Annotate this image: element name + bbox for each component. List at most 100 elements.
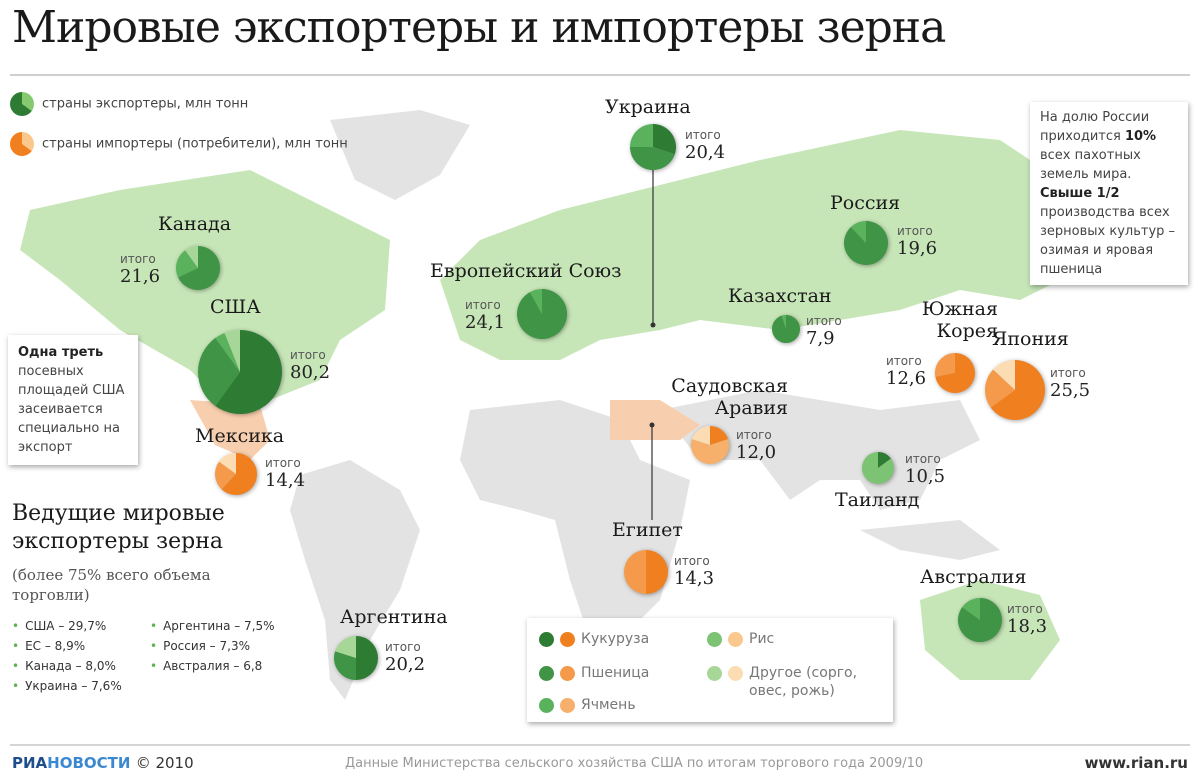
pie-slice-wheat bbox=[935, 353, 955, 377]
pie-export bbox=[334, 636, 378, 680]
pie-export bbox=[772, 315, 800, 343]
pie-slice-wheat bbox=[178, 246, 220, 290]
pie-slice-barley bbox=[630, 124, 653, 147]
pie-slice-barley bbox=[215, 332, 240, 372]
crop-corn: Кукуруза bbox=[539, 630, 649, 648]
crop-barley-label: Ячмень bbox=[581, 697, 636, 713]
country-total: итого 19,6 bbox=[897, 222, 937, 258]
country-name: Южная Корея bbox=[921, 298, 998, 342]
asia-south bbox=[660, 390, 980, 510]
orange-pie-icon bbox=[10, 132, 34, 156]
pie-slice-corn bbox=[221, 453, 257, 495]
leader-item: Украина – 7,6% bbox=[12, 676, 122, 696]
total-label: итого bbox=[385, 640, 421, 654]
total-value: 12,6 bbox=[886, 368, 927, 389]
leaders-subtitle: (более 75% всего объема торговли) bbox=[12, 566, 211, 604]
pie-slice-wheat bbox=[198, 338, 240, 406]
country-total: итого 20,4 bbox=[685, 126, 725, 162]
south-america bbox=[290, 460, 420, 700]
russia-note-text-3: производства всех зерновых культур – ози… bbox=[1040, 205, 1176, 277]
crop-other-label: Другое (сорго, овес, рожь) bbox=[749, 665, 858, 699]
legend-importers-label: страны импортеры (потребители), млн тонн bbox=[42, 136, 348, 152]
pie-slice-other bbox=[993, 360, 1015, 390]
total-label: итого bbox=[685, 128, 721, 142]
total-label: итого bbox=[886, 354, 922, 368]
europe-russia bbox=[440, 130, 1100, 360]
country-name: Австралия bbox=[920, 566, 1027, 588]
leader-item: Аргентина – 7,5% bbox=[150, 616, 274, 636]
pie-slice-corn bbox=[990, 360, 1045, 420]
page-title: Мировые экспортеры и импортеры зерна bbox=[12, 2, 946, 53]
country-total: итого 80,2 bbox=[290, 346, 330, 382]
indonesia bbox=[860, 520, 1000, 560]
legend-importers: страны импортеры (потребители), млн тонн bbox=[10, 132, 348, 156]
total-label: итого bbox=[905, 452, 941, 466]
country-total: итого 24,1 bbox=[465, 296, 505, 332]
crop-rice: Рис bbox=[707, 630, 774, 648]
leader-item: ЕС – 8,9% bbox=[12, 636, 122, 656]
total-value: 20,2 bbox=[385, 654, 426, 675]
total-label: итого bbox=[290, 348, 326, 362]
country-name: Европейский Союз bbox=[430, 260, 622, 282]
country-total: итого 12,6 bbox=[886, 352, 926, 388]
pie-import bbox=[935, 353, 975, 393]
crop-other: Другое (сорго, овес, рожь) bbox=[707, 664, 887, 700]
country-name: Россия bbox=[830, 192, 901, 214]
country-total: итого 12,0 bbox=[736, 426, 776, 462]
total-label: итого bbox=[120, 252, 156, 266]
usa-note-text: посевных площадей США засеивается специа… bbox=[18, 364, 125, 455]
legend-exporters: страны экспортеры, млн тонн bbox=[10, 92, 248, 116]
pie-slice-wheat bbox=[985, 369, 1015, 408]
total-label: итого bbox=[736, 428, 772, 442]
leader-item: Россия – 7,3% bbox=[150, 636, 275, 656]
pie-slice-corn bbox=[215, 330, 282, 414]
pie-slice-wheat bbox=[624, 550, 646, 594]
crop-corn-label: Кукуруза bbox=[581, 631, 650, 647]
country-name: Египет bbox=[612, 519, 683, 541]
pie-export bbox=[630, 124, 676, 170]
mexico-area bbox=[190, 400, 270, 460]
leader-item: Австралия – 6,8 bbox=[150, 656, 275, 676]
total-value: 12,0 bbox=[736, 442, 777, 463]
ria-logo: РИАНОВОСТИ © 2010 bbox=[12, 754, 194, 772]
pie-slice-corn bbox=[646, 550, 668, 594]
green-pie-icon bbox=[10, 92, 34, 116]
pie-export bbox=[176, 246, 220, 290]
pie-slice-barley bbox=[529, 289, 542, 314]
total-value: 10,5 bbox=[905, 466, 946, 487]
country-total: итого 14,4 bbox=[265, 454, 305, 490]
country-name: Казахстан bbox=[728, 285, 832, 307]
legend-exporters-label: страны экспортеры, млн тонн bbox=[42, 96, 249, 112]
total-value: 25,5 bbox=[1050, 380, 1091, 401]
country-name: Таиланд bbox=[835, 489, 920, 511]
site-link[interactable]: www.rian.ru bbox=[1084, 754, 1188, 772]
russia-note-text-2: всех пахотных земель мира. bbox=[1040, 148, 1141, 182]
russia-note-box: На долю России приходится 10% всех пахот… bbox=[1030, 102, 1188, 285]
pie-slice-other bbox=[219, 453, 236, 474]
country-total: итого 14,3 bbox=[674, 552, 714, 588]
pie-slice-barley bbox=[962, 598, 980, 620]
pie-slice-other bbox=[691, 426, 710, 445]
country-name: Канада bbox=[158, 213, 232, 235]
country-total: итого 7,9 bbox=[806, 312, 842, 348]
logo-part-a: РИА bbox=[12, 754, 48, 772]
pie-slice-corn bbox=[878, 452, 891, 468]
pie-slice-other bbox=[335, 636, 356, 658]
total-label: итого bbox=[465, 298, 501, 312]
total-value: 20,4 bbox=[685, 142, 726, 163]
pie-export bbox=[198, 330, 282, 414]
russia-note-bold-2: Свыше 1/2 bbox=[1040, 186, 1120, 201]
pie-import bbox=[691, 426, 729, 464]
country-name: Мексика bbox=[195, 425, 285, 447]
pie-slice-other bbox=[185, 246, 198, 268]
pie-slice-corn bbox=[710, 426, 729, 445]
pie-export bbox=[862, 452, 894, 484]
total-label: итого bbox=[1050, 366, 1086, 380]
pie-slice-barley bbox=[176, 250, 198, 278]
total-value: 18,3 bbox=[1007, 616, 1048, 637]
pie-slice-barley bbox=[691, 439, 729, 464]
usa-note-bold: Одна треть bbox=[18, 345, 104, 360]
leaders-title: Ведущие мировые экспортеры зерна bbox=[12, 501, 225, 554]
pie-slice-corn bbox=[653, 124, 676, 155]
egypt-saudi-area bbox=[610, 400, 700, 440]
